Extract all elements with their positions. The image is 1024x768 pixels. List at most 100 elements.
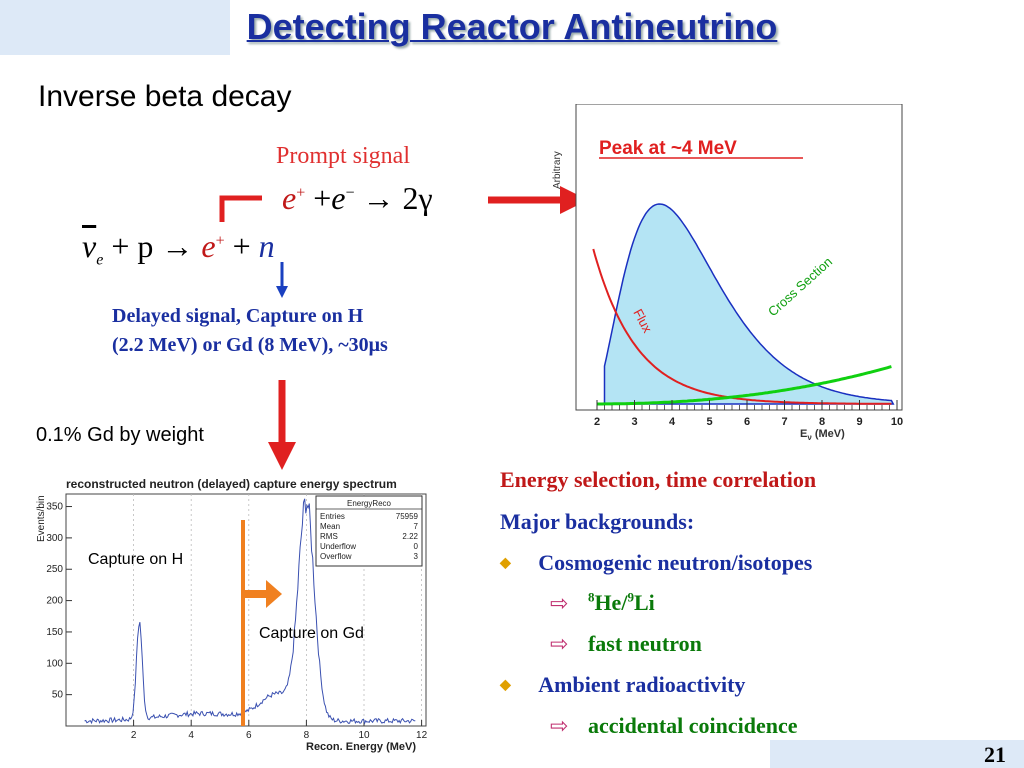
electron-symbol: e [331,180,346,216]
capture-plot-title: reconstructed neutron (delayed) capture … [66,477,397,491]
diamond-bullet-icon: ◆ [500,678,511,693]
capture-x-tick-label: 8 [304,730,310,741]
to-capture-arrow-head [268,442,296,470]
gd-weight-label: 0.1% Gd by weight [36,424,204,446]
stats-value: 75959 [396,512,419,521]
cross-section-curve [597,365,892,406]
capture-x-tick-label: 4 [188,730,194,741]
plus-sign-main: + [232,228,251,264]
to-spectrum-arrow-head [560,186,588,214]
corner-decoration-bottom [770,740,1024,768]
flux-times-cross-area [603,203,895,405]
spectrum-tick-label: 4 [669,416,676,428]
spectrum-tick-label: 9 [856,416,862,428]
flux-curve [592,248,892,405]
capture-h-label: Capture on H [88,551,183,568]
reaction-arrow: → [362,180,395,216]
capture-plot: reconstructed neutron (delayed) capture … [36,477,428,753]
accidental-text: accidental coincidence [587,713,798,738]
spectrum-ylabel: Arbitrary [552,151,563,189]
prompt-bend-arrow [219,195,262,222]
threshold-arrow-head [266,580,282,608]
two-gamma: 2γ [402,180,433,216]
antineutrino-flavor: e [96,251,104,269]
li-symbol: Li [633,590,655,616]
stats-value: 3 [414,552,419,561]
stats-value: 7 [414,522,419,531]
capture-x-tick-label: 6 [246,730,252,741]
spectrum-plot: Arbitrary 2 3 4 5 6 7 8 9 10 Eν (MeV) Flux Cross… [552,104,903,442]
antineutrino-symbol: ν [82,228,97,264]
stats-box [315,495,423,567]
spectrum-ticks [596,400,898,410]
spectrum-tick-label: 5 [706,416,712,428]
capture-histogram [84,498,416,725]
spectrum-tick-label: 6 [744,416,750,428]
slide-subtitle: Inverse beta decay [38,80,292,113]
diamond-bullet-icon: ◆ [500,556,511,571]
stats-key: RMS [320,532,338,541]
proton-term: + p [111,228,154,264]
capture-xlabel: Recon. Energy (MeV) [306,741,416,753]
sub-bullet-fast-neutron: ⇨ fast neutron [550,631,702,657]
delayed-line-1: Delayed signal, Capture on H [112,305,364,327]
bullet-cosmogenic: ◆ Cosmogenic neutron/isotopes [500,550,812,576]
capture-y-tick-label: 150 [46,627,63,638]
he-symbol: He/ [594,590,628,616]
stats-key: Mean [320,522,340,531]
electron-charge: − [345,184,355,202]
spectrum-xlabel: Eν (MeV) [800,428,845,442]
stats-title: EnergyReco [347,499,392,508]
capture-gd-label: Capture on Gd [259,625,364,642]
stats-key: Entries [320,512,345,521]
delayed-arrow-head [276,286,288,298]
stats-value: 0 [414,542,419,551]
he-mass-number: 8 [587,590,595,605]
hollow-arrow-icon: ⇨ [550,631,569,656]
spectrum-tick-label: 7 [781,416,787,428]
capture-y-tick-label: 100 [46,658,63,669]
capture-x-tick-label: 10 [358,730,370,741]
spectrum-tick-labels: 2 3 4 5 6 7 8 9 10 [594,416,903,428]
hollow-arrow-icon: ⇨ [550,713,569,738]
delayed-line-2: (2.2 MeV) or Gd (8 MeV), ~30μs [112,334,388,356]
capture-y-tick-label: 300 [46,533,63,544]
peak-label: Peak at ~4 MeV [599,138,737,159]
stats-value: 2.22 [402,532,418,541]
spectrum-tick-label: 2 [594,416,600,428]
ambient-text: Ambient radioactivity [538,672,746,697]
capture-ylabel: Events/bin [36,495,47,542]
major-backgrounds-heading: Major backgrounds: [500,509,695,534]
li-mass-number: 9 [627,590,634,605]
stats-key: Overflow [320,552,352,561]
capture-x-tick-label: 2 [131,730,137,741]
ibd-equation: νe + p → e+ + n [82,228,275,269]
capture-y-tick-label: 50 [52,690,64,701]
positron-symbol: e [282,180,297,216]
capture-y-ticks: 350 300 250 200 150 100 50 [46,502,72,701]
spectrum-tick-label: 3 [631,416,637,428]
page-number: 21 [984,742,1006,767]
prompt-signal-label: Prompt signal [276,143,411,169]
neutron-term: n [258,228,275,264]
capture-y-tick-label: 250 [46,564,63,575]
sub-bullet-isotopes: ⇨ 8He/9Li [550,590,655,616]
capture-x-tick-label: 12 [416,730,428,741]
delayed-signal-text: Delayed signal, Capture on H (2.2 MeV) o… [112,302,388,360]
hollow-arrow-icon: ⇨ [550,590,569,616]
bullet-cosmogenic-text: Cosmogenic neutron/isotopes [538,550,813,575]
slide-title: Detecting Reactor Antineutrino [246,6,778,47]
stats-rows: Entries 75959 Mean 7 RMS 2.22 Underflow 0 Overfl… [320,512,419,561]
prompt-equation: e+ +e− → 2γ [282,180,433,217]
energy-selection-line: Energy selection, time correlation [500,467,817,492]
fast-neutron-text: fast neutron [587,631,702,656]
plus-sign: + [313,180,332,216]
reaction-arrow-main: → [161,228,194,264]
sub-bullet-accidental: ⇨ accidental coincidence [550,713,798,739]
capture-grid [133,494,423,726]
positron-charge: + [296,184,306,202]
spectrum-tick-label: 8 [819,416,825,428]
bullet-ambient: ◆ Ambient radioactivity [500,672,745,698]
positron-term-charge: + [215,232,225,250]
